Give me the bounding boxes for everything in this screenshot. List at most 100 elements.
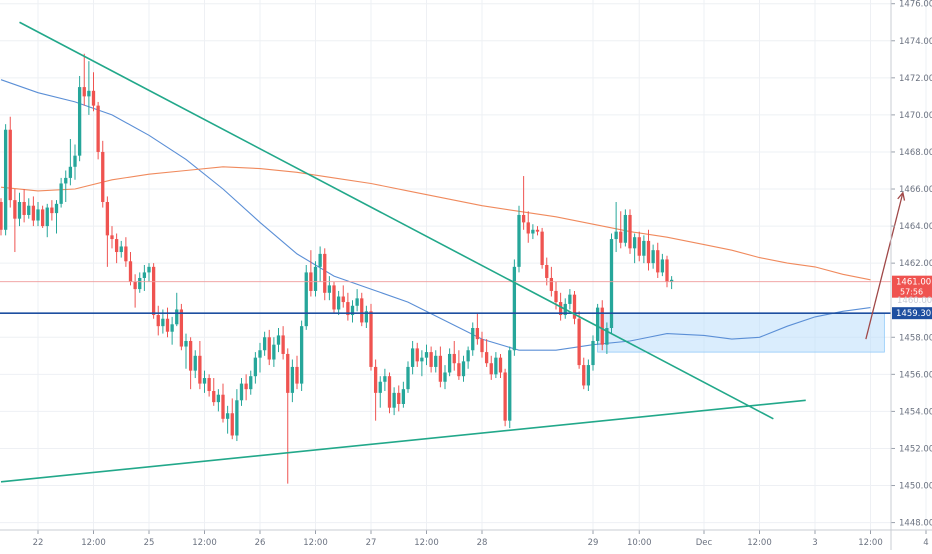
candle-down — [286, 348, 290, 484]
y-tick-label: 1452.00 — [899, 444, 932, 454]
candle-down — [323, 248, 327, 301]
candle-up — [225, 405, 230, 434]
candle-body — [332, 285, 336, 310]
candle-body — [105, 201, 110, 236]
candle-up — [355, 289, 359, 312]
candle-down — [212, 378, 216, 406]
candle-body — [64, 177, 68, 184]
candle-body — [253, 357, 258, 377]
candle-body — [554, 290, 558, 303]
candle-up — [623, 209, 628, 247]
candle-up — [517, 205, 521, 273]
candle-body — [50, 207, 54, 214]
candle-body — [373, 366, 378, 393]
candle-down — [346, 292, 350, 321]
candle-down — [369, 303, 373, 371]
candle-body — [54, 203, 59, 214]
candle-body — [299, 326, 304, 384]
x-tick-label: 27 — [366, 538, 377, 548]
x-tick-label: 12:00 — [858, 538, 883, 548]
candle-up — [651, 244, 655, 269]
candle-body — [420, 357, 424, 362]
candle-body — [484, 352, 489, 364]
candle-body — [286, 353, 290, 393]
candle-up — [609, 233, 614, 334]
y-tick-label: 1468.00 — [899, 148, 932, 158]
candle-up — [304, 265, 308, 330]
moving-averages — [0, 79, 871, 351]
candle-body — [87, 90, 91, 97]
candle-down — [535, 226, 540, 236]
candle-down — [50, 200, 54, 221]
candle-up — [142, 265, 147, 291]
candle-up — [632, 233, 637, 264]
candle-body — [665, 259, 669, 282]
candle-body — [165, 318, 170, 332]
candle-down — [415, 342, 419, 367]
arrow-head — [897, 191, 906, 201]
candle-body — [221, 394, 225, 419]
candle-body — [355, 298, 359, 306]
candle-up — [138, 272, 142, 293]
candle-body — [591, 340, 595, 366]
drawings — [0, 21, 906, 483]
candle-down — [526, 211, 530, 243]
candle-body — [558, 302, 563, 316]
candle-body — [262, 337, 267, 351]
candle-body — [96, 105, 100, 152]
candle-body — [605, 328, 609, 345]
candle-up — [383, 368, 387, 392]
candle-body — [424, 352, 429, 358]
candle-up — [642, 235, 646, 264]
candle-body — [313, 266, 318, 291]
candle-down — [341, 285, 345, 308]
candle-body — [350, 305, 355, 316]
candle-down — [179, 303, 184, 351]
candle-down — [475, 313, 480, 345]
candle-body — [656, 250, 660, 273]
candle-up — [68, 138, 73, 186]
candle-body — [318, 253, 322, 267]
candle-body — [13, 200, 17, 219]
candle-down — [429, 346, 433, 373]
candle-body — [212, 391, 216, 403]
candle-body — [341, 296, 345, 303]
candle-up — [299, 320, 304, 392]
candle-body — [360, 298, 364, 323]
ascending-trendline — [0, 399, 806, 483]
candle-down — [373, 359, 378, 421]
candle-body — [0, 201, 3, 230]
candle-body — [175, 309, 179, 325]
candle-down — [309, 250, 313, 297]
candle-down — [165, 307, 170, 338]
candle-down — [230, 398, 234, 440]
candle-body — [642, 240, 646, 256]
candle-down — [577, 311, 581, 369]
candle-up — [73, 144, 77, 180]
candle-body — [443, 372, 447, 382]
candle-up — [45, 203, 49, 238]
candle-up — [36, 201, 40, 227]
candle-up — [420, 350, 424, 377]
candle-body — [586, 365, 591, 386]
candle-body — [397, 392, 401, 404]
demand-zone — [597, 312, 885, 353]
candle-body — [27, 205, 31, 215]
candle-body — [17, 201, 22, 219]
price-label-faded: 1460.00 — [897, 296, 932, 306]
candle-down — [101, 140, 105, 208]
candle-down — [198, 340, 202, 390]
y-tick-label: 1464.00 — [899, 222, 932, 232]
candle-body — [31, 205, 36, 221]
x-tick-label: 25 — [144, 538, 155, 548]
candle-body — [188, 340, 193, 371]
x-tick-label: 12:00 — [81, 538, 106, 548]
price-label-box-last-price — [892, 275, 932, 298]
candle-down — [582, 357, 586, 390]
candle-body — [438, 355, 443, 382]
candle-body — [304, 272, 308, 327]
x-tick-label: 12:00 — [192, 538, 217, 548]
candle-up — [494, 352, 498, 379]
candle-up — [290, 359, 295, 403]
